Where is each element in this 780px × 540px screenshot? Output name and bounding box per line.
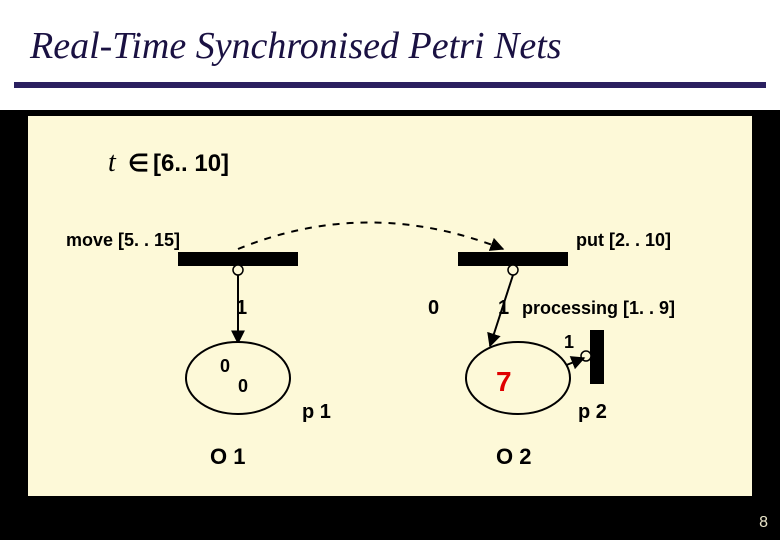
put-transition xyxy=(458,252,568,266)
obj-O2: O 2 xyxy=(496,444,531,469)
p2-clock: 7 xyxy=(496,366,512,397)
place-p2 xyxy=(466,342,570,414)
title-rule xyxy=(14,82,766,88)
p2-label: p 2 xyxy=(578,401,607,423)
tok-proc: 1 xyxy=(564,332,574,352)
sync-arc xyxy=(238,223,503,250)
tok-put-in: 0 xyxy=(428,297,439,319)
formula-t: t xyxy=(108,147,117,178)
slide-root: Real-Time Synchronised Petri Nets t ∈ [6… xyxy=(0,0,780,540)
page-number: 8 xyxy=(759,514,768,532)
put-label: put [2. . 10] xyxy=(576,230,671,250)
move-transition xyxy=(178,252,298,266)
processing-label: processing [1. . 9] xyxy=(522,298,675,318)
move-label: move [5. . 15] xyxy=(66,230,180,250)
p1-tok-b: 0 xyxy=(238,376,248,396)
processing-transition xyxy=(590,330,604,384)
move-port xyxy=(233,265,243,275)
petri-svg: t ∈ [6.. 10] move [5. . 15] put [2. . 10… xyxy=(28,116,752,496)
p1-tok-a: 0 xyxy=(220,356,230,376)
obj-O1: O 1 xyxy=(210,444,245,469)
put-port xyxy=(508,265,518,275)
diagram-panel: t ∈ [6.. 10] move [5. . 15] put [2. . 10… xyxy=(28,116,752,496)
slide-title: Real-Time Synchronised Petri Nets xyxy=(28,24,564,68)
arc-put-p2 xyxy=(490,275,513,346)
p1-label: p 1 xyxy=(302,401,331,423)
formula-in: ∈ xyxy=(128,150,149,177)
formula-range: [6.. 10] xyxy=(153,150,229,177)
